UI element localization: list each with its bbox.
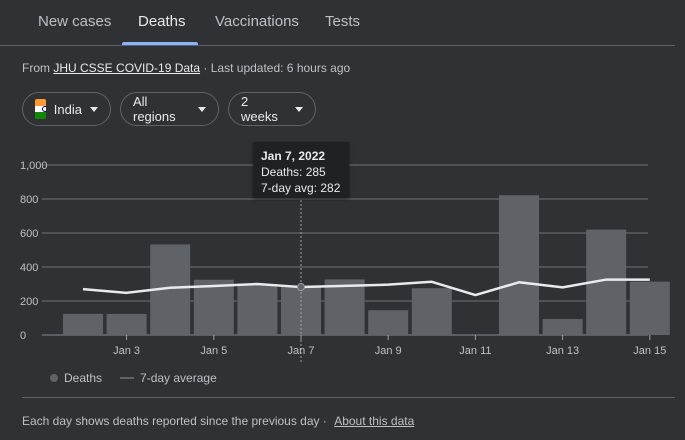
active-tab-indicator	[122, 42, 198, 45]
footer-text: Each day shows deaths reported since the…	[22, 414, 320, 428]
x-tick-label: Jan 15	[633, 345, 666, 357]
avg-line	[82, 278, 650, 297]
tab-tests[interactable]: Tests	[325, 13, 361, 30]
source-link[interactable]: JHU CSSE COVID-19 Data	[53, 61, 201, 75]
tab-new-cases[interactable]: New cases	[38, 13, 112, 30]
range-filter[interactable]: 2 weeks	[228, 92, 316, 126]
deaths-bar	[411, 288, 452, 335]
x-tick-label: Jan 5	[200, 345, 227, 357]
country-filter-label: India	[53, 101, 82, 117]
x-tick-label: Jan 11	[459, 345, 491, 357]
deaths-bar	[368, 310, 409, 335]
x-tick-label: Jan 3	[113, 345, 140, 357]
deaths-bar	[106, 313, 147, 335]
x-tick-label: Jan 7	[288, 345, 315, 357]
about-data-link[interactable]: About this data	[334, 414, 415, 428]
source-line: From JHU CSSE COVID-19 Data · Last updat…	[22, 61, 350, 75]
deaths-bar	[542, 319, 583, 335]
legend-avg: 7-day average	[140, 371, 217, 385]
tooltip-avg: 7-day avg: 282	[261, 181, 341, 195]
chart-tooltip: Jan 7, 2022 Deaths: 285 7-day avg: 282	[253, 142, 349, 198]
tab-bar: New cases Deaths Vaccinations Tests	[0, 0, 675, 46]
chevron-down-icon	[90, 106, 98, 112]
y-tick-label: 200	[20, 296, 38, 308]
x-tick-label: Jan 9	[375, 345, 402, 357]
deaths-bar	[237, 285, 278, 335]
chart-legend: Deaths 7-day average	[50, 371, 217, 385]
tab-vaccinations[interactable]: Vaccinations	[215, 13, 299, 30]
legend-deaths: Deaths	[64, 371, 103, 385]
y-tick-label: 0	[20, 330, 26, 342]
divider	[22, 397, 675, 398]
deaths-bar	[629, 281, 670, 335]
range-filter-label: 2 weeks	[241, 94, 278, 124]
tooltip-deaths: Deaths: 285	[261, 165, 326, 179]
y-tick-label: 1,000	[20, 160, 48, 172]
source-separator: ·	[203, 61, 208, 75]
last-updated: Last updated: 6 hours ago	[210, 61, 351, 75]
tooltip-date: Jan 7, 2022	[261, 149, 326, 163]
y-tick-label: 800	[20, 194, 38, 206]
region-filter-label: All regions	[133, 94, 176, 124]
footer: Each day shows deaths reported since the…	[22, 414, 414, 428]
chevron-down-icon	[198, 106, 206, 112]
x-tick-label: Jan 13	[546, 345, 579, 357]
region-filter[interactable]: All regions	[120, 92, 219, 126]
footer-separator: ·	[322, 414, 327, 428]
hover-point	[297, 283, 305, 292]
country-filter[interactable]: India	[22, 92, 111, 126]
deaths-bar	[499, 195, 539, 335]
chevron-down-icon	[295, 106, 303, 112]
deaths-bar	[281, 286, 321, 335]
deaths-bar	[63, 313, 103, 335]
tab-deaths[interactable]: Deaths	[138, 13, 186, 30]
deaths-bar	[193, 279, 234, 335]
deaths-bar	[324, 279, 365, 335]
y-tick-label: 600	[20, 228, 38, 240]
deaths-legend-dot-icon	[50, 374, 58, 382]
avg-legend-line-icon	[120, 377, 135, 379]
y-tick-label: 400	[20, 262, 38, 274]
india-flag-icon	[35, 99, 46, 119]
source-prefix: From	[22, 61, 50, 75]
